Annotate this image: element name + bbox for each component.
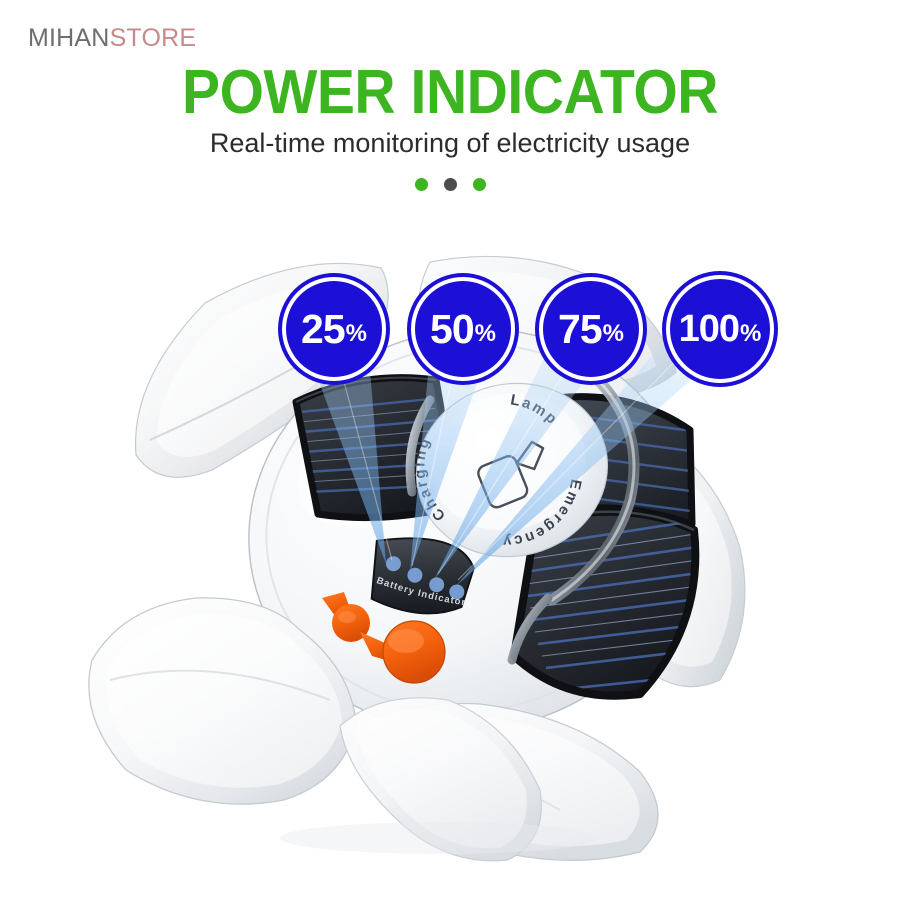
dot-2-icon <box>443 178 457 191</box>
led-4-icon <box>449 584 465 600</box>
badge-75-unit: % <box>602 320 624 347</box>
lamp-petal-bottom-center <box>339 697 542 862</box>
badge-25-percent: 25% <box>282 277 386 381</box>
led-3-icon <box>429 577 445 593</box>
lamp-petal-bottom-left <box>88 597 357 805</box>
brand-logo: MIHANSTORE <box>28 24 196 53</box>
light-beams <box>300 320 732 586</box>
badge-100-value: 100 <box>678 308 740 350</box>
badge-50-value: 50 <box>430 305 475 352</box>
badge-25-unit: % <box>345 320 367 347</box>
dot-1-icon <box>414 178 428 191</box>
page-subtitle: Real-time monitoring of electricity usag… <box>209 128 691 158</box>
badge-75-percent: 75% <box>539 277 643 381</box>
beam-100 <box>456 320 732 586</box>
badge-50-unit: % <box>474 320 496 347</box>
led-2-icon <box>407 567 423 583</box>
brand-name-secondary: STORE <box>109 24 197 52</box>
badge-75-value: 75 <box>558 305 603 352</box>
page-title: POWER INDICATOR <box>181 58 719 127</box>
orange-port-cover <box>322 592 446 684</box>
badge-50-percent: 50% <box>411 277 515 381</box>
badge-100-percent: 100% <box>666 275 774 383</box>
decorative-dots <box>0 178 900 191</box>
beam-50 <box>410 330 496 572</box>
dot-3-icon <box>472 178 486 191</box>
brand-name-primary: MIHAN <box>28 24 110 52</box>
badge-100-unit: % <box>740 320 762 347</box>
badge-25-value: 25 <box>301 305 346 352</box>
product-shadow <box>280 822 600 854</box>
battery-indicator-leds <box>385 556 465 600</box>
beam-25 <box>300 322 386 564</box>
led-1-icon <box>385 556 401 572</box>
beam-75 <box>434 330 620 580</box>
